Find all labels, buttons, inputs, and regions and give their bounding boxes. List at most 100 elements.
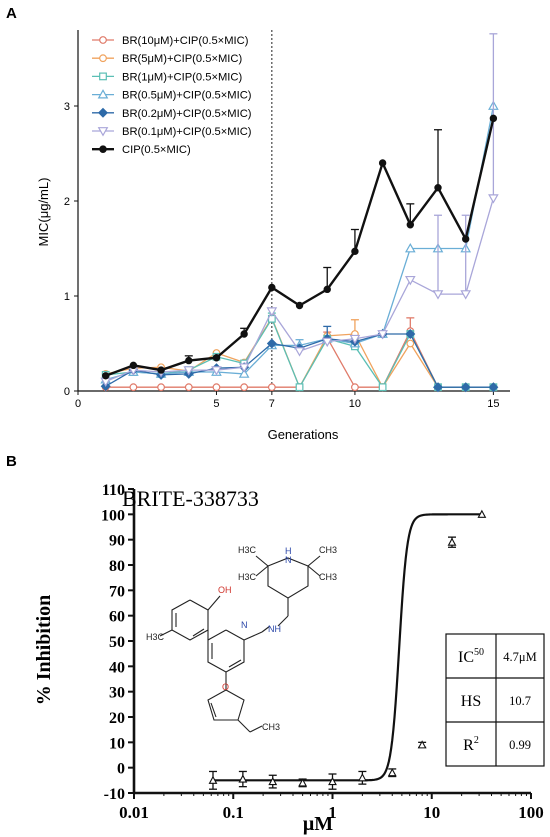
data-point <box>268 776 278 786</box>
panel-a-x-axis-label: Generations <box>268 427 339 442</box>
data-point <box>377 330 388 340</box>
structure-atom-labels: OH N H N NH H3C CH3 H3C CH3 H3C O CH3 <box>146 545 337 732</box>
x-tick-label: 0 <box>75 398 81 410</box>
data-point <box>378 383 387 392</box>
dose-point-2 <box>268 774 278 789</box>
dose-point-1 <box>238 770 248 788</box>
x-tick-label: 10 <box>349 398 361 410</box>
data-point <box>357 773 367 782</box>
y-tick-label: 80 <box>109 558 125 575</box>
y-tick-label: 110 <box>102 482 125 499</box>
y-tick-label: 20 <box>109 710 125 727</box>
data-point <box>447 537 457 546</box>
y-tick-label: 30 <box>109 685 125 702</box>
stats-label-main: HS <box>461 693 481 710</box>
panel-a-y-axis-label: MIC(μg/mL) <box>36 178 51 247</box>
x-tick-label: 10 <box>423 803 440 822</box>
legend-label: BR(5μM)+CIP(0.5×MIC) <box>122 53 242 65</box>
bond <box>261 625 271 633</box>
legend-label: BR(1μM)+CIP(0.5×MIC) <box>122 71 242 83</box>
atom-label-n-piperidine: N <box>285 555 292 565</box>
panel-b-y-axis-label: % Inhibition <box>33 595 55 706</box>
compound-name: BRITE-338733 <box>122 486 259 511</box>
y-tick-label: 100 <box>101 507 125 524</box>
data-point <box>461 235 470 243</box>
stats-value: 4.7μM <box>503 650 536 664</box>
x-tick-label: 1 <box>328 803 337 822</box>
bond <box>307 555 321 567</box>
x-tick-label: 0.1 <box>223 803 244 822</box>
legend-item-5: BR(0.1μM)+CIP(0.5×MIC) <box>92 126 252 138</box>
data-point <box>99 54 107 63</box>
panel-a-series <box>100 33 499 393</box>
piperidine-ring <box>267 557 309 599</box>
atom-label-o-furan: O <box>222 682 229 692</box>
panel-a-ticks: 0 5 7 10 15 0 1 2 3 <box>64 101 500 410</box>
data-point <box>99 145 107 153</box>
legend-label: BR(0.5μM)+CIP(0.5×MIC) <box>122 90 252 102</box>
dose-response-fit-curve <box>212 513 482 782</box>
stats-table-border <box>445 633 545 767</box>
atom-label-ch3-ethyl: CH3 <box>262 722 280 732</box>
x-tick-label: 0.01 <box>119 803 149 822</box>
atom-label-n-pyridine: N <box>241 620 248 630</box>
data-point <box>460 290 472 300</box>
series-5 <box>100 33 499 388</box>
phenyl-ring <box>171 599 209 641</box>
data-point <box>351 247 359 256</box>
data-point <box>298 778 308 787</box>
data-point <box>460 382 471 393</box>
data-point <box>404 242 416 253</box>
series-6 <box>101 114 498 380</box>
bond <box>255 555 269 567</box>
data-point <box>101 372 110 380</box>
y-tick-label: 40 <box>109 659 125 676</box>
y-tick-label: 70 <box>109 583 125 600</box>
data-point <box>97 89 109 99</box>
data-point <box>266 307 278 317</box>
data-point <box>208 775 218 784</box>
series-line <box>105 118 495 377</box>
legend-label: BR(0.1μM)+CIP(0.5×MIC) <box>122 126 252 138</box>
data-point <box>387 768 397 777</box>
stats-label-main: R <box>463 737 474 754</box>
data-point <box>378 159 387 167</box>
legend-item-4: BR(0.2μM)+CIP(0.5×MIC) <box>92 107 252 120</box>
data-point <box>129 383 138 392</box>
dose-point-8 <box>447 536 457 548</box>
bond <box>277 615 289 627</box>
pyridine-ring <box>207 629 245 673</box>
data-point <box>406 339 415 348</box>
atom-label-h3c-aryl: H3C <box>146 632 165 642</box>
data-point <box>349 334 361 345</box>
bond <box>207 595 221 611</box>
y-tick-label: -10 <box>104 786 125 803</box>
data-point <box>267 383 276 392</box>
double-bond <box>192 628 205 637</box>
data-point <box>212 383 221 392</box>
y-tick-label: 60 <box>109 609 125 626</box>
data-point <box>432 290 444 300</box>
data-point <box>266 338 277 349</box>
data-point <box>328 776 337 786</box>
data-point <box>184 383 193 392</box>
bond <box>237 719 251 733</box>
y-tick-label: 0 <box>64 386 70 398</box>
atom-label-h3c-1: H3C <box>238 545 257 555</box>
atom-label-ch3-2: CH3 <box>319 572 337 582</box>
stats-label-main: IC <box>458 649 474 666</box>
bond <box>249 725 263 733</box>
data-point <box>99 72 107 81</box>
data-point <box>185 356 193 365</box>
x-tick-label: 5 <box>213 398 219 410</box>
stats-table: IC50 4.7μM HS 10.7 R2 0.99 <box>445 633 545 767</box>
y-tick-label: 50 <box>109 634 125 651</box>
data-point <box>432 382 444 393</box>
legend-label: BR(10μM)+CIP(0.5×MIC) <box>122 35 249 47</box>
dose-point-5 <box>357 770 367 785</box>
panel-b-x-axis-label: μM <box>303 813 333 835</box>
data-point <box>488 194 499 204</box>
furan-ring <box>207 689 245 721</box>
